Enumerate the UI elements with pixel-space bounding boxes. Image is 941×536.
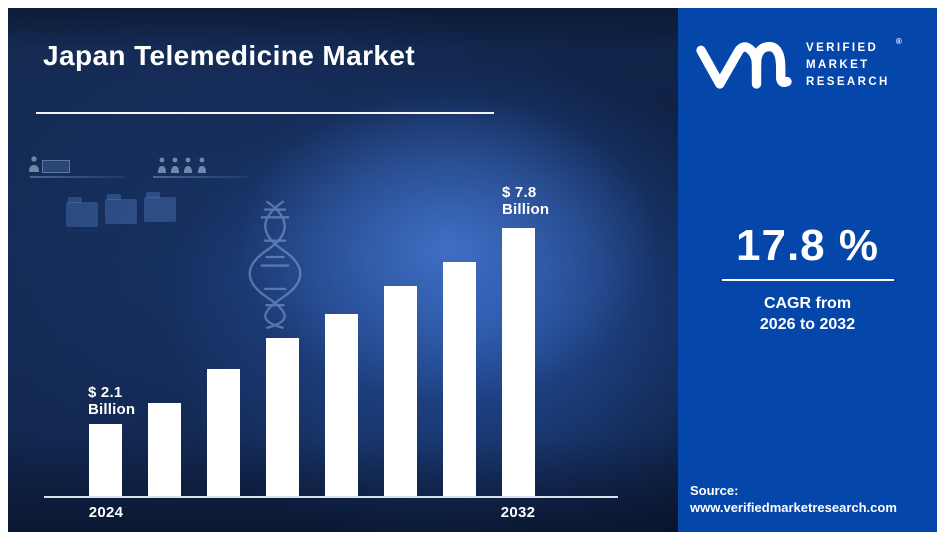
x-tick-label-first: 2024 bbox=[88, 504, 124, 521]
registered-mark-icon: ® bbox=[895, 37, 902, 46]
folder-icon bbox=[144, 192, 176, 222]
bar-year-7 bbox=[443, 262, 476, 496]
source-url[interactable]: www.verifiedmarketresearch.com bbox=[690, 500, 897, 515]
unit-line: Billion bbox=[502, 201, 550, 218]
bar-year-5 bbox=[325, 314, 358, 496]
label-badge bbox=[42, 160, 70, 173]
chart-panel: Japan Telemedicine Market $ 2.1 Billion … bbox=[8, 8, 678, 532]
cagr-stat: 17.8 % CAGR from 2026 to 2032 bbox=[678, 222, 937, 335]
page-title: Japan Telemedicine Market bbox=[43, 40, 416, 71]
value-line: $ 7.8 bbox=[502, 184, 537, 201]
cagr-caption: CAGR from 2026 to 2032 bbox=[678, 293, 937, 335]
x-tick-label-last: 2032 bbox=[500, 504, 536, 521]
stat-underline bbox=[721, 279, 894, 281]
vmr-logo: VERIFIED MARKET RESEARCH ® bbox=[692, 37, 902, 91]
title-underline bbox=[36, 112, 494, 114]
bar-year-4 bbox=[266, 338, 299, 496]
bar-chart: $ 2.1 Billion $ 7.8 Billion 2024 2032 bbox=[8, 8, 678, 532]
cagr-value: 17.8 % bbox=[736, 221, 879, 270]
infographic-card: Japan Telemedicine Market $ 2.1 Billion … bbox=[8, 8, 937, 532]
value-line: $ 2.1 bbox=[88, 384, 123, 401]
brand-line-3: RESEARCH bbox=[806, 76, 890, 88]
source-label: Source: bbox=[690, 483, 739, 498]
x-axis-line bbox=[44, 496, 618, 498]
folder-icon bbox=[66, 197, 98, 227]
first-bar-value-label: $ 2.1 Billion bbox=[88, 384, 135, 418]
brand-line-1: VERIFIED bbox=[806, 42, 879, 54]
info-panel: VERIFIED MARKET RESEARCH ® 17.8 % CAGR f… bbox=[678, 8, 937, 532]
brand-name: VERIFIED MARKET RESEARCH bbox=[806, 40, 890, 91]
bar-year-2 bbox=[148, 403, 181, 496]
bar-2024 bbox=[89, 424, 122, 496]
divider-line bbox=[30, 176, 126, 178]
brand-line-2: MARKET bbox=[806, 59, 870, 71]
unit-line: Billion bbox=[88, 401, 136, 418]
bar-2032 bbox=[502, 228, 535, 496]
top-shade bbox=[8, 8, 678, 48]
last-bar-value-label: $ 7.8 Billion bbox=[502, 184, 549, 218]
bar-year-3 bbox=[207, 369, 240, 496]
bar-year-6 bbox=[384, 286, 417, 496]
cagr-caption-line-2: 2026 to 2032 bbox=[759, 316, 856, 333]
divider-line bbox=[153, 176, 248, 178]
source-block: Source: www.verifiedmarketresearch.com bbox=[690, 482, 897, 516]
folder-icon bbox=[105, 194, 137, 224]
cagr-caption-line-1: CAGR from bbox=[763, 295, 852, 312]
people-group-icon bbox=[158, 157, 206, 173]
vmr-monogram-icon bbox=[696, 41, 792, 89]
dna-helix-icon bbox=[248, 200, 302, 329]
person-icon bbox=[29, 156, 39, 172]
